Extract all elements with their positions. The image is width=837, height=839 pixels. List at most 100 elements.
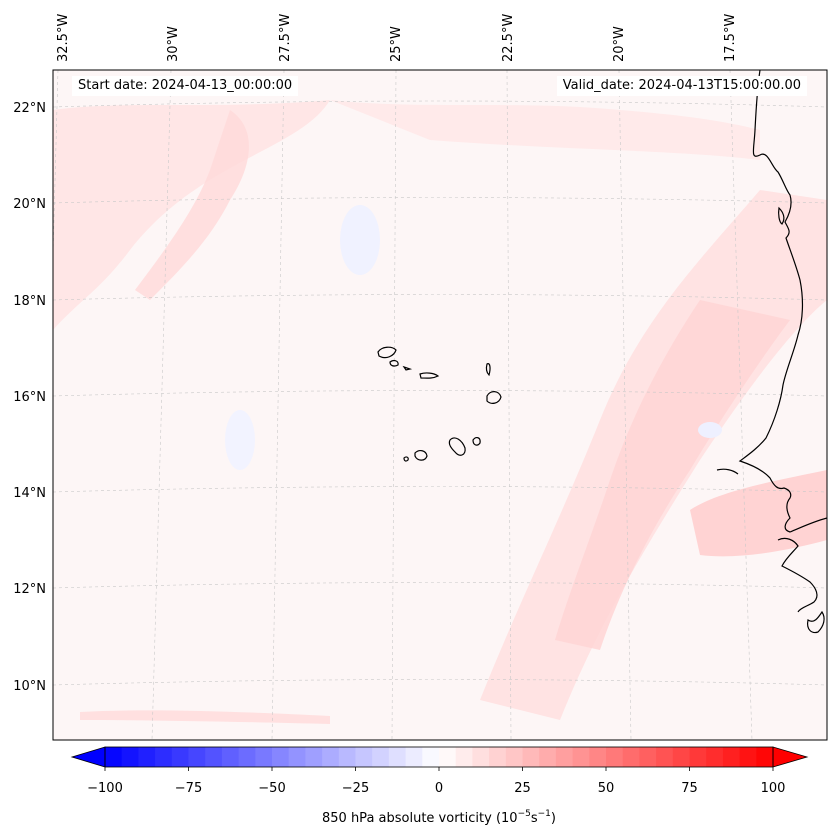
colorbar-cell <box>288 747 306 767</box>
lat-label: 10°N <box>13 679 46 694</box>
positive-vorticity-north-strip <box>330 100 760 160</box>
colorbar-cell <box>171 747 189 767</box>
colorbar-cell <box>522 747 540 767</box>
island-santiago <box>448 437 466 456</box>
colorbar-cell <box>422 747 440 767</box>
negative-vorticity-patch <box>698 422 722 438</box>
lon-label: 17.5°W <box>723 14 738 62</box>
island-sao-nicolau <box>419 372 440 379</box>
colorbar-cell <box>589 747 607 767</box>
lat-label: 14°N <box>13 486 46 501</box>
colorbar-cell <box>205 747 223 767</box>
colorbar-cell <box>606 747 624 767</box>
island-sal <box>485 363 491 377</box>
lat-label: 16°N <box>13 390 46 405</box>
colorbar-cell <box>672 747 690 767</box>
island-santo-antao <box>377 346 397 359</box>
colorbar-cell <box>238 747 256 767</box>
colorbar: −100 −75 −50 −25 0 25 50 75 100 850 hPa … <box>70 746 809 826</box>
island-fogo <box>414 450 428 461</box>
colorbar-cell <box>121 747 139 767</box>
colorbar-cell <box>388 747 406 767</box>
colorbar-tick-label: 100 <box>761 781 786 796</box>
colorbar-cell <box>656 747 674 767</box>
colorbar-label: 850 hPa absolute vorticity (10−5s−1) <box>322 809 556 826</box>
colorbar-cell <box>305 747 323 767</box>
lon-label: 30°W <box>166 26 181 62</box>
colorbar-tick-label: 0 <box>435 781 443 796</box>
lon-label: 27.5°W <box>278 14 293 62</box>
colorbar-tick-label: −100 <box>87 781 123 796</box>
negative-vorticity-patch <box>340 205 380 275</box>
colorbar-cell <box>322 747 340 767</box>
colorbar-cell <box>439 747 457 767</box>
colorbar-cell <box>405 747 423 767</box>
colorbar-cell <box>155 747 173 767</box>
colorbar-cell <box>188 747 206 767</box>
colorbar-cell <box>555 747 573 767</box>
colorbar-cell <box>706 747 724 767</box>
colorbar-cell <box>722 747 740 767</box>
lon-label: 20°W <box>612 26 627 62</box>
map-frame <box>52 69 828 741</box>
map-panel <box>52 69 828 741</box>
island-santa-luzia <box>402 365 413 371</box>
colorbar-tick-labels: −100 −75 −50 −25 0 25 50 75 100 <box>87 781 785 796</box>
start-date-annotation: Start date: 2024-04-13_00:00:00 <box>72 76 299 96</box>
positive-vorticity-south-streak <box>80 710 330 724</box>
lon-label: 32.5°W <box>56 14 71 62</box>
colorbar-tick-label: −50 <box>258 781 285 796</box>
island-boa-vista <box>486 391 502 404</box>
colorbar-tick-label: 75 <box>681 781 698 796</box>
colorbar-ticks <box>104 767 774 771</box>
lon-label: 22.5°W <box>501 14 516 62</box>
colorbar-cell <box>572 747 590 767</box>
island-brava <box>403 456 409 462</box>
valid-date-annotation: Valid_date: 2024-04-13T15:00:00.00 <box>556 76 807 96</box>
colorbar-cell <box>472 747 490 767</box>
african-coastline <box>716 70 827 634</box>
vorticity-field <box>53 100 827 724</box>
colorbar-cell <box>489 747 507 767</box>
colorbar-cell <box>639 747 657 767</box>
lat-label: 18°N <box>13 294 46 309</box>
colorbar-cell <box>355 747 373 767</box>
colorbar-cell <box>105 747 123 767</box>
colorbar-cell <box>739 747 757 767</box>
colorbar-cell <box>255 747 273 767</box>
graticule <box>53 70 827 740</box>
island-maio <box>472 437 481 446</box>
colorbar-cell <box>455 747 473 767</box>
colorbar-cell <box>539 747 557 767</box>
colorbar-tick-label: 25 <box>514 781 531 796</box>
positive-vorticity-coastal-patch <box>690 470 827 557</box>
island-sao-vicente <box>389 359 399 367</box>
colorbar-tick-label: −25 <box>342 781 369 796</box>
colorbar-cell <box>138 747 156 767</box>
colorbar-cell <box>756 747 774 767</box>
colorbar-cell <box>338 747 356 767</box>
colorbar-cells <box>105 747 774 767</box>
colorbar-cell <box>505 747 523 767</box>
lon-label: 25°W <box>389 26 404 62</box>
colorbar-extend-max <box>772 746 809 768</box>
positive-vorticity-nw <box>53 100 330 330</box>
colorbar-cell <box>622 747 640 767</box>
lat-label: 20°N <box>13 197 46 212</box>
longitude-labels: 32.5°W 30°W 27.5°W 25°W 22.5°W 20°W 17.5… <box>56 14 738 62</box>
positive-vorticity-nw-streak <box>135 110 249 300</box>
negative-vorticity-patch <box>225 410 255 470</box>
colorbar-cell <box>221 747 239 767</box>
positive-vorticity-core <box>555 300 790 650</box>
colorbar-cell <box>272 747 290 767</box>
colorbar-cell <box>372 747 390 767</box>
lat-label: 12°N <box>13 582 46 597</box>
lat-label: 22°N <box>13 101 46 116</box>
colorbar-cell <box>689 747 707 767</box>
colorbar-tick-label: −75 <box>175 781 202 796</box>
colorbar-tick-label: 50 <box>598 781 615 796</box>
colorbar-extend-min <box>70 746 106 768</box>
latitude-labels: 22°N 20°N 18°N 16°N 14°N 12°N 10°N <box>13 101 46 694</box>
cape-verde-islands <box>377 346 502 462</box>
